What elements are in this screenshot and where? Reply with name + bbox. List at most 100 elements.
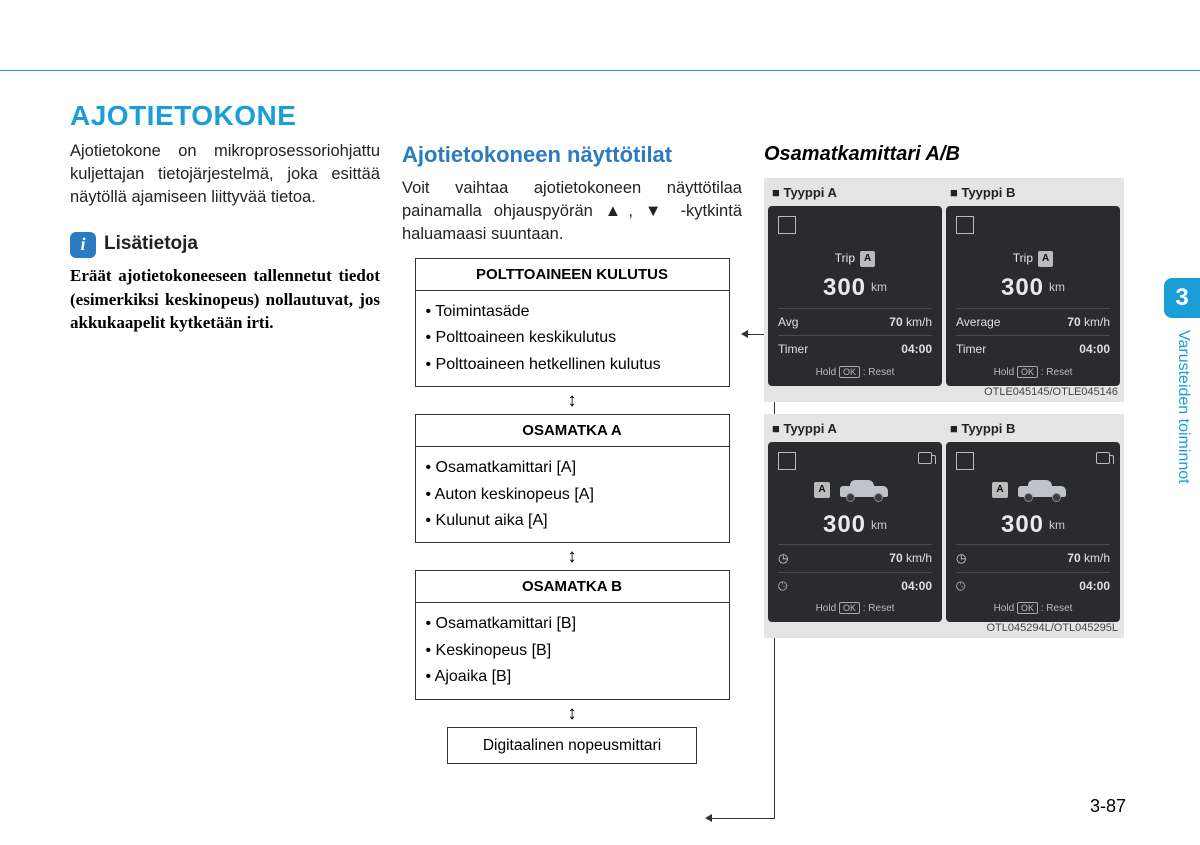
- box-fuel-item: • Polttoaineen keskikulutus: [426, 327, 719, 349]
- column-2: Ajotietokoneen näyttötilat Voit vaihtaa …: [402, 140, 742, 764]
- box-trip-a: OSAMATKA A • Osamatkamittari [A] • Auton…: [415, 414, 730, 543]
- dashboard-screen-a: A 300km ◷70 km/h 🕓︎04:00 Hold OK : Reset: [768, 442, 942, 622]
- avg-label: Avg: [778, 314, 798, 331]
- reset-label: : Reset: [863, 603, 895, 614]
- box-fuel: POLTTOAINEEN KULUTUS • Toimintasäde • Po…: [415, 258, 730, 387]
- distance-value: 300: [823, 508, 866, 542]
- hold-label: Hold: [816, 603, 837, 614]
- box-item: • Keskinopeus [B]: [426, 640, 719, 662]
- columns: Ajotietokone on mikroprosessoriohjattu k…: [70, 140, 1130, 764]
- intro-paragraph: Ajotietokone on mikroprosessoriohjattu k…: [70, 140, 380, 209]
- time-value: 04:00: [901, 578, 932, 595]
- indicator-square: [956, 452, 974, 470]
- item-text: Ajoaika [B]: [435, 668, 511, 685]
- box-fuel-item: • Polttoaineen hetkellinen kulutus: [426, 354, 719, 376]
- reset-hint: Hold OK : Reset: [994, 366, 1073, 380]
- figure-2-code: OTL045294L/OTL045295L: [987, 621, 1119, 636]
- box-trip-a-title: OSAMATKA A: [416, 415, 729, 447]
- item-text: Auton keskinopeus [A]: [435, 486, 594, 503]
- figure-1-cell-b: Tyyppi B Trip A 300 km Average 70 km/h Tim…: [946, 184, 1120, 386]
- clock-icon: 🕓︎: [778, 578, 788, 595]
- hold-label: Hold: [994, 603, 1015, 614]
- display-modes-intro: Voit vaihtaa ajotietokoneen näyttötilaa …: [402, 177, 742, 246]
- timer-row: Timer04:00: [956, 335, 1110, 363]
- car-icon: [1014, 477, 1074, 503]
- distance-unit: km: [871, 279, 887, 296]
- distance-value: 300: [823, 271, 866, 305]
- distance-unit: km: [1049, 517, 1065, 534]
- distance-unit: km: [1049, 279, 1065, 296]
- box-trip-a-body: • Osamatkamittari [A] • Auton keskinopeu…: [416, 447, 729, 542]
- speed-unit: km/h: [1084, 551, 1110, 565]
- box-trip-b-title: OSAMATKA B: [416, 571, 729, 603]
- car-icon: [836, 477, 896, 503]
- figure-2-row: Tyyppi A A 300km: [768, 420, 1120, 622]
- speed-row: ◷70 km/h: [778, 544, 932, 572]
- distance-row: 300 km: [1001, 508, 1065, 542]
- trip-meter-heading: Osamatkamittari A/B: [764, 140, 1124, 168]
- hold-label: Hold: [994, 367, 1015, 378]
- dashboard-screen-b: A 300km ◷70 km/h 🕓︎04:00 Hold OK : Reset: [946, 442, 1120, 622]
- avg-unit: km/h: [1084, 315, 1110, 329]
- item-text: Toimintasäde: [435, 303, 529, 320]
- avg-row: Avg 70 km/h: [778, 308, 932, 336]
- car-row: A: [992, 474, 1073, 506]
- speed-value: 70: [1067, 551, 1080, 565]
- avg-row: Average 70 km/h: [956, 308, 1110, 336]
- item-text: Keskinopeus [B]: [436, 642, 552, 659]
- distance-row: 300 km: [823, 271, 887, 305]
- avg-label: Average: [956, 314, 1000, 331]
- hold-label: Hold: [816, 367, 837, 378]
- trip-label: Trip: [835, 250, 855, 267]
- avg-unit: km/h: [906, 315, 932, 329]
- section-title: AJOTIETOKONE: [70, 100, 1130, 132]
- box-trip-b: OSAMATKA B • Osamatkamittari [B] • Keski…: [415, 570, 730, 699]
- avg-value: 70: [889, 315, 902, 329]
- page: AJOTIETOKONE Ajotietokone on mikroproses…: [0, 0, 1200, 845]
- box-fuel-title: POLTTOAINEEN KULUTUS: [416, 259, 729, 291]
- reset-label: : Reset: [1041, 367, 1073, 378]
- fuel-icon: [918, 452, 932, 464]
- a-badge: A: [992, 482, 1007, 498]
- item-text: Osamatkamittari [B]: [436, 615, 576, 632]
- info-title: Lisätietoja: [104, 231, 198, 258]
- figure-2-cell-a: Tyyppi A A 300km: [768, 420, 942, 622]
- box-item: • Auton keskinopeus [A]: [426, 484, 719, 506]
- distance-value: 300: [1001, 508, 1044, 542]
- column-1: Ajotietokone on mikroprosessoriohjattu k…: [70, 140, 380, 335]
- distance-value: 300: [1001, 271, 1044, 305]
- updown-arrow-icon: ↕: [402, 387, 742, 414]
- box-item: • Kulunut aika [A]: [426, 510, 719, 532]
- type-b-label: Tyyppi B: [946, 420, 1120, 438]
- item-text: Polttoaineen keskikulutus: [436, 329, 617, 346]
- ok-icon: OK: [1017, 366, 1038, 378]
- speed-row: ◷70 km/h: [956, 544, 1110, 572]
- trip-label: Trip: [1013, 250, 1033, 267]
- item-text: Osamatkamittari [A]: [436, 459, 576, 476]
- gauge-icon: ◷: [778, 550, 788, 567]
- avg-value: 70: [1067, 315, 1080, 329]
- type-b-label: Tyyppi B: [946, 184, 1120, 202]
- figure-1-row: Tyyppi A TripA 300km Avg70 km/h Timer04:…: [768, 184, 1120, 386]
- reset-hint: Hold OK : Reset: [994, 602, 1073, 616]
- distance-row: 300km: [823, 508, 887, 542]
- timer-value: 04:00: [1079, 341, 1110, 358]
- indicator-square: [778, 452, 796, 470]
- box-trip-b-body: • Osamatkamittari [B] • Keskinopeus [B] …: [416, 603, 729, 698]
- trip-badge: A: [860, 251, 875, 267]
- updown-arrow-icon: ↕: [402, 543, 742, 570]
- info-heading-row: i Lisätietoja: [70, 231, 380, 258]
- box-speedometer: Digitaalinen nopeusmittari: [447, 727, 697, 765]
- reset-label: : Reset: [863, 367, 895, 378]
- item-text: Kulunut aika [A]: [436, 512, 548, 529]
- box-speedometer-label: Digitaalinen nopeusmittari: [483, 737, 661, 754]
- trip-label-row: Trip A: [1013, 250, 1053, 267]
- column-3: Osamatkamittari A/B Tyyppi A TripA 300km…: [764, 140, 1124, 650]
- distance-row: 300 km: [1001, 271, 1065, 305]
- ok-icon: OK: [839, 602, 860, 614]
- box-item: • Osamatkamittari [A]: [426, 457, 719, 479]
- time-value: 04:00: [1079, 578, 1110, 595]
- reset-label: : Reset: [1041, 603, 1073, 614]
- timer-label: Timer: [778, 341, 808, 358]
- display-modes-heading: Ajotietokoneen näyttötilat: [402, 140, 742, 171]
